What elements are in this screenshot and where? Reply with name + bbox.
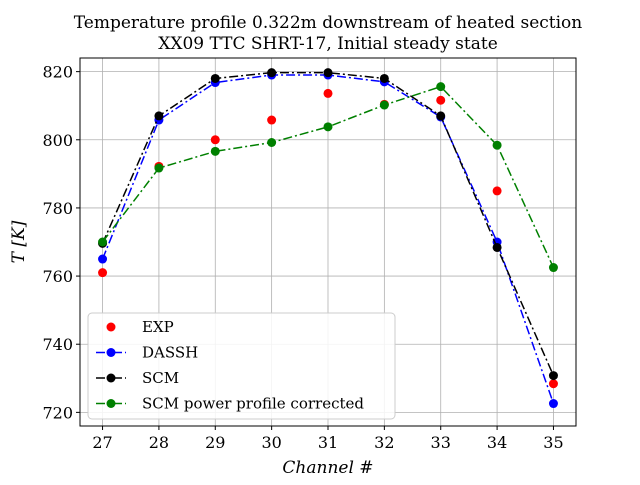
x-tick-label: 33 — [431, 433, 451, 452]
point-scm — [210, 73, 220, 83]
point-scm-power-profile-corrected — [267, 138, 277, 148]
legend-marker-scm — [106, 373, 116, 383]
x-tick-label: 34 — [487, 433, 507, 452]
point-scm-power-profile-corrected — [379, 100, 389, 110]
x-tick-label: 27 — [92, 433, 112, 452]
x-tick-label: 30 — [261, 433, 281, 452]
chart-title: Temperature profile 0.322m downstream of… — [74, 13, 583, 33]
y-tick-label: 780 — [42, 199, 73, 218]
point-scm — [436, 111, 446, 121]
y-axis-label: T [K] — [9, 220, 29, 263]
legend-label-dassh: DASSH — [142, 344, 198, 362]
series-group — [98, 68, 558, 409]
point-exp — [210, 135, 220, 145]
plot-frame — [79, 57, 577, 427]
chart-subtitle: XX09 TTC SHRT-17, Initial steady state — [158, 34, 498, 54]
series-line-scm — [101, 71, 555, 376]
legend-box — [87, 312, 396, 420]
x-tick-label: 35 — [543, 433, 563, 452]
y-tick-label: 740 — [42, 335, 73, 354]
y-tick-label: 720 — [42, 403, 73, 422]
ticks: 27 28 29 30 31 32 33 34 35 720 740 760 780 800 820 — [42, 63, 563, 452]
x-tick-label: 32 — [374, 433, 394, 452]
x-tick-label: 29 — [205, 433, 225, 452]
point-exp — [267, 115, 277, 125]
point-scm-power-profile-corrected — [323, 122, 333, 132]
point-scm — [492, 242, 502, 252]
point-exp — [323, 88, 333, 98]
point-exp — [436, 95, 446, 105]
point-scm — [267, 68, 277, 78]
point-scm — [548, 371, 558, 381]
point-scm-power-profile-corrected — [548, 263, 558, 273]
point-exp — [548, 379, 558, 389]
point-scm — [379, 73, 389, 83]
x-tick-label: 31 — [318, 433, 338, 452]
y-tick-label: 760 — [42, 267, 73, 286]
point-scm-power-profile-corrected — [98, 237, 108, 247]
legend-marker-dassh — [106, 348, 116, 357]
point-exp — [492, 186, 502, 196]
point-scm — [323, 68, 333, 78]
point-scm — [154, 111, 164, 121]
point-scm-power-profile-corrected — [154, 163, 164, 173]
point-dassh — [548, 399, 558, 409]
x-axis-label: Channel # — [282, 458, 373, 478]
point-scm-power-profile-corrected — [492, 140, 502, 150]
point-scm-power-profile-corrected — [436, 82, 446, 92]
legend-label-scm: SCM — [142, 369, 179, 387]
legend-marker-exp — [106, 322, 116, 332]
y-tick-label: 820 — [42, 63, 73, 82]
legend: EXP DASSH SCM SCM power profile corrected — [87, 312, 396, 420]
point-scm-power-profile-corrected — [210, 146, 220, 156]
point-exp — [98, 268, 108, 278]
y-tick-label: 800 — [42, 131, 73, 150]
legend-label-scm-power-profile-corrected: SCM power profile corrected — [142, 395, 364, 413]
legend-marker-scm-power-profile-corrected — [106, 399, 116, 408]
x-tick-label: 28 — [149, 433, 169, 452]
legend-label-exp: EXP — [142, 318, 174, 336]
point-dassh — [98, 254, 108, 264]
